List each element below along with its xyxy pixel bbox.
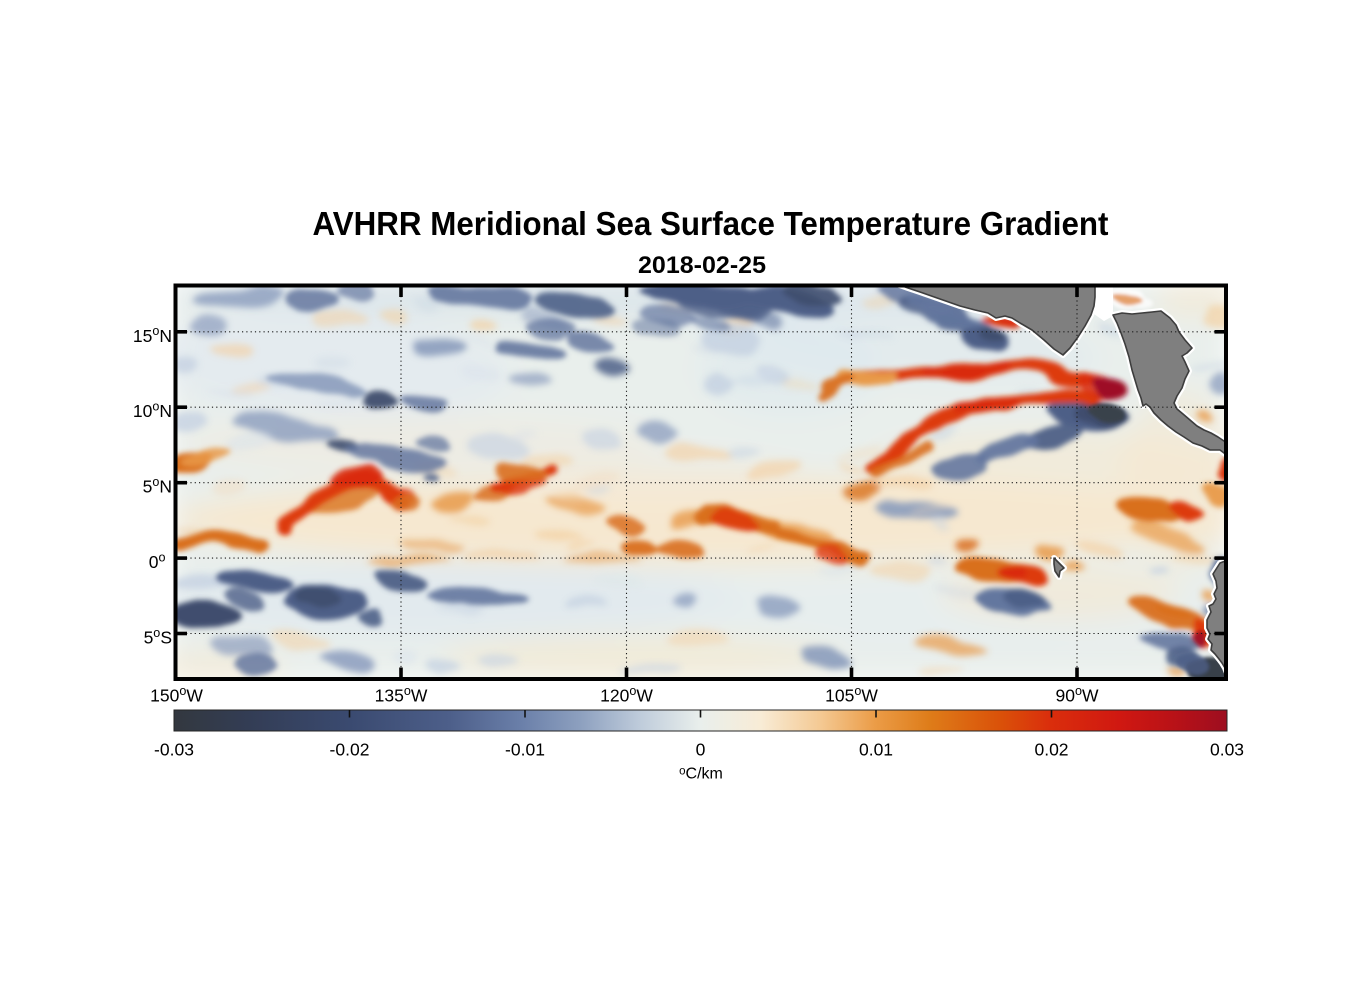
svg-text:0.03: 0.03: [1210, 740, 1244, 760]
svg-text:-0.03: -0.03: [154, 740, 194, 760]
svg-text:AVHRR Meridional Sea Surface T: AVHRR Meridional Sea Surface Temperature…: [313, 205, 1109, 242]
svg-text:5oS: 5oS: [144, 626, 172, 648]
svg-text:0.02: 0.02: [1034, 740, 1068, 760]
svg-text:0: 0: [696, 740, 706, 760]
svg-text:90oW: 90oW: [1055, 684, 1098, 706]
svg-text:15oN: 15oN: [133, 324, 172, 346]
svg-text:5oN: 5oN: [143, 475, 172, 497]
svg-text:105oW: 105oW: [825, 684, 878, 706]
svg-text:120oW: 120oW: [600, 684, 653, 706]
svg-text:-0.01: -0.01: [505, 740, 545, 760]
svg-text:10oN: 10oN: [133, 400, 172, 422]
svg-text:2018-02-25: 2018-02-25: [638, 252, 766, 279]
svg-text:-0.02: -0.02: [330, 740, 370, 760]
svg-text:oC/km: oC/km: [679, 766, 723, 783]
svg-text:135oW: 135oW: [375, 684, 428, 706]
svg-text:150oW: 150oW: [150, 684, 203, 706]
svg-text:0.01: 0.01: [859, 740, 893, 760]
